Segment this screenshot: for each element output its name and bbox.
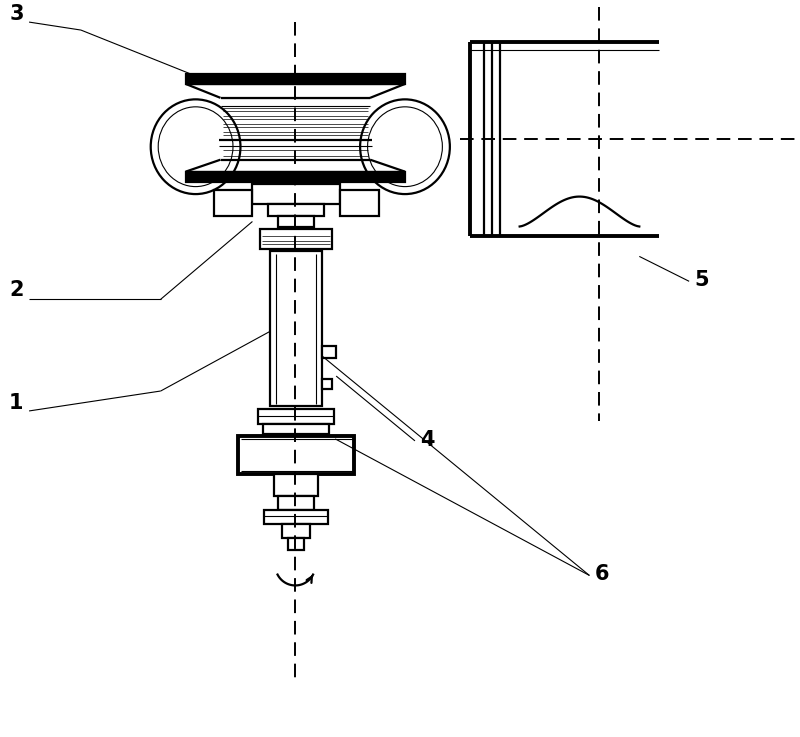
Bar bbox=[253, 184, 340, 203]
Bar bbox=[322, 346, 336, 358]
Bar bbox=[261, 229, 332, 249]
Text: 2: 2 bbox=[9, 280, 24, 300]
Bar bbox=[270, 251, 322, 406]
Bar bbox=[340, 189, 379, 215]
Text: 3: 3 bbox=[9, 4, 24, 24]
Bar bbox=[278, 215, 314, 228]
Bar bbox=[322, 379, 332, 389]
Bar bbox=[278, 496, 314, 510]
Bar bbox=[214, 189, 253, 215]
Text: 5: 5 bbox=[694, 270, 709, 290]
Bar bbox=[258, 409, 334, 424]
Bar bbox=[263, 424, 330, 434]
Bar bbox=[274, 474, 318, 496]
Bar bbox=[238, 436, 354, 474]
Text: 6: 6 bbox=[594, 565, 609, 584]
Bar bbox=[288, 537, 304, 550]
Text: 1: 1 bbox=[9, 393, 24, 413]
Bar bbox=[268, 203, 324, 215]
Bar bbox=[186, 172, 405, 181]
Bar bbox=[282, 523, 310, 537]
Bar bbox=[186, 74, 405, 84]
Bar bbox=[264, 510, 328, 523]
Text: 4: 4 bbox=[420, 430, 434, 450]
